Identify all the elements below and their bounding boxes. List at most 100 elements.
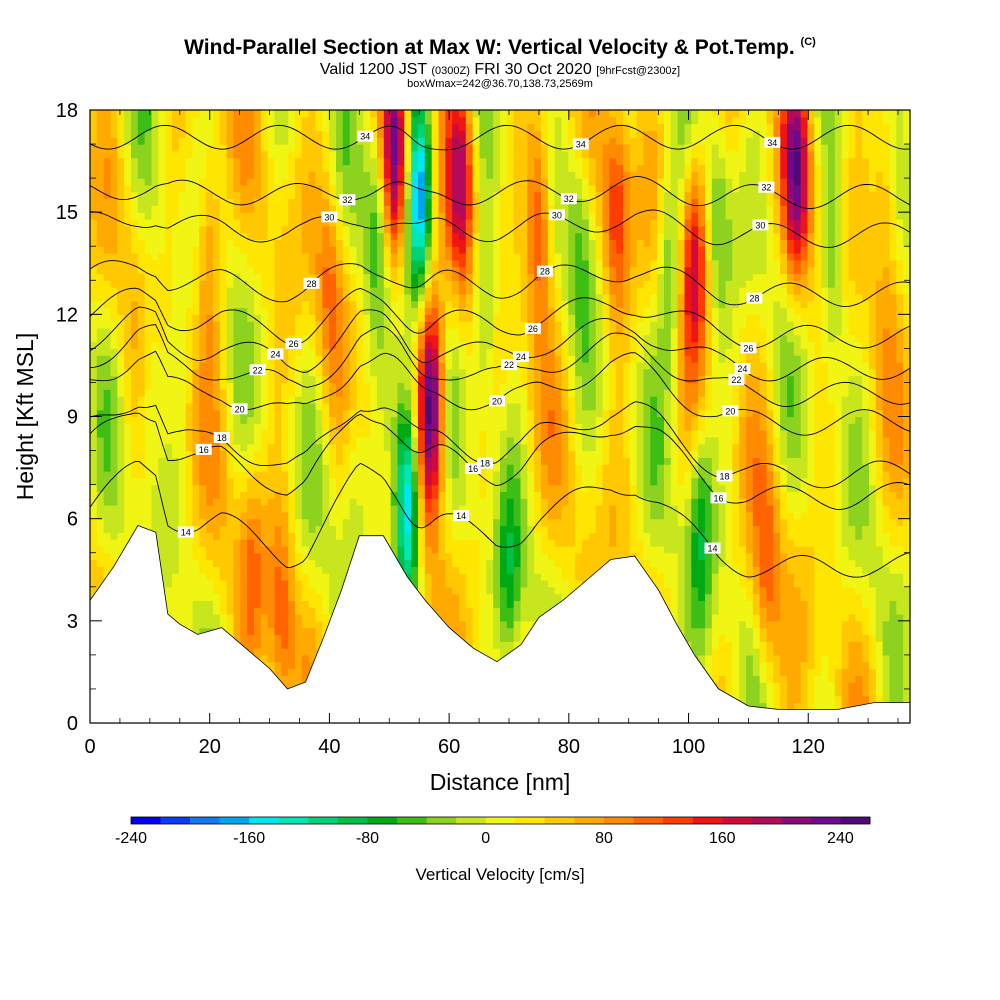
velocity-cell [295,627,303,636]
velocity-cell [418,239,426,247]
velocity-cell [459,416,467,424]
velocity-cell [240,246,248,254]
velocity-cell [342,205,351,213]
velocity-cell [431,259,440,268]
velocity-cell [199,334,207,343]
velocity-cell [274,579,282,588]
velocity-cell [267,225,276,234]
velocity-cell [288,327,296,336]
velocity-cell [260,545,269,554]
velocity-cell [342,321,351,329]
velocity-cell [438,423,446,431]
velocity-cell [185,539,194,547]
velocity-cell [445,362,453,370]
velocity-cell [185,150,194,159]
velocity-cell [117,375,125,384]
velocity-cell [438,293,446,302]
velocity-cell [274,293,282,302]
velocity-cell [247,566,255,574]
velocity-cell [144,511,153,520]
velocity-cell [281,205,289,213]
velocity-cell [390,518,399,527]
velocity-cell [151,239,159,247]
velocity-cell [117,280,125,288]
velocity-cell [465,498,474,506]
velocity-cell [383,287,392,295]
velocity-cell [247,280,255,288]
velocity-cell [281,539,289,547]
velocity-cell [219,470,228,479]
velocity-cell [356,280,364,288]
velocity-cell [267,368,276,377]
velocity-cell [418,402,426,411]
velocity-cell [424,586,433,595]
velocity-cell [144,491,153,499]
velocity-cell [131,273,139,281]
velocity-cell [363,518,371,527]
velocity-cell [267,450,276,458]
velocity-cell [96,123,105,132]
velocity-cell [267,123,276,132]
velocity-cell [199,239,207,247]
velocity-cell [144,164,153,172]
velocity-cell [295,402,303,411]
velocity-cell [322,477,330,486]
velocity-cell [431,348,440,356]
velocity-cell [315,457,323,465]
velocity-cell [137,355,146,363]
velocity-cell [445,355,453,363]
velocity-cell [213,137,221,145]
velocity-cell [206,607,214,615]
velocity-cell [445,457,453,465]
velocity-cell [103,300,112,309]
velocity-cell [178,184,187,193]
velocity-cell [233,321,241,329]
velocity-cell [226,321,235,329]
velocity-cell [281,191,289,200]
velocity-cell [151,389,159,397]
velocity-cell [226,218,235,227]
velocity-cell [349,314,358,322]
velocity-cell [144,178,153,186]
velocity-cell [158,110,166,118]
velocity-cell [301,511,310,520]
velocity-cell [219,191,228,200]
velocity-cell [192,368,200,377]
velocity-cell [96,573,105,581]
velocity-cell [438,586,446,595]
velocity-cell [322,116,330,125]
velocity-cell [137,436,146,445]
velocity-cell [315,579,323,588]
velocity-cell [404,348,412,356]
velocity-cell [459,614,467,622]
velocity-cell [424,396,433,404]
velocity-cell [418,218,426,227]
velocity-cell [349,144,358,152]
velocity-cell [301,498,310,506]
velocity-cell [137,327,146,336]
velocity-cell [254,484,262,493]
velocity-cell [117,157,125,166]
velocity-cell [233,470,241,479]
velocity-cell [240,225,248,234]
velocity-cell [185,545,194,554]
velocity-cell [151,225,159,234]
velocity-cell [411,396,419,404]
velocity-cell [226,409,235,418]
velocity-cell [185,600,194,608]
velocity-cell [213,314,221,322]
velocity-cell [158,545,166,554]
velocity-cell [199,232,207,241]
velocity-cell [192,164,200,172]
velocity-cell [322,130,330,138]
velocity-cell [213,150,221,159]
velocity-cell [226,198,235,206]
velocity-cell [452,477,460,486]
velocity-cell [322,191,330,200]
velocity-cell [383,402,392,411]
velocity-cell [356,116,364,125]
velocity-cell [206,130,214,138]
velocity-cell [131,402,139,411]
velocity-cell [424,239,433,247]
velocity-cell [390,198,399,206]
